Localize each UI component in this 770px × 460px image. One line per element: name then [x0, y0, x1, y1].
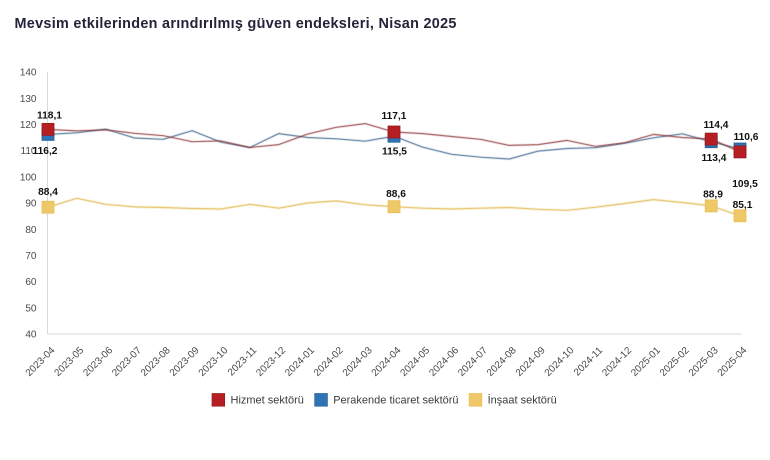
- svg-text:Perakende ticaret sektörü: Perakende ticaret sektörü: [333, 395, 458, 407]
- svg-text:140: 140: [20, 68, 37, 79]
- svg-text:110,6: 110,6: [734, 132, 759, 143]
- svg-text:114,4: 114,4: [704, 120, 729, 131]
- svg-text:85,1: 85,1: [733, 200, 753, 211]
- svg-text:İnşaat sektörü: İnşaat sektörü: [488, 394, 557, 407]
- svg-text:110: 110: [21, 146, 37, 157]
- svg-text:88,6: 88,6: [386, 189, 406, 200]
- svg-text:116,2: 116,2: [33, 146, 58, 157]
- svg-text:117,1: 117,1: [382, 111, 407, 122]
- svg-text:88,9: 88,9: [703, 190, 723, 201]
- svg-text:113,4: 113,4: [702, 153, 727, 164]
- svg-text:80: 80: [25, 225, 37, 236]
- svg-text:118,1: 118,1: [37, 111, 62, 122]
- svg-text:90: 90: [25, 199, 37, 210]
- svg-text:60: 60: [25, 277, 37, 288]
- svg-text:115,5: 115,5: [382, 147, 407, 158]
- svg-text:130: 130: [20, 94, 37, 105]
- svg-text:109,5: 109,5: [732, 179, 758, 190]
- svg-text:88,4: 88,4: [38, 187, 58, 198]
- svg-text:Mevsim etkilerinden arındırılm: Mevsim etkilerinden arındırılmış güven e…: [15, 16, 457, 32]
- svg-text:70: 70: [25, 251, 37, 262]
- svg-text:120: 120: [20, 120, 37, 131]
- svg-text:50: 50: [25, 303, 37, 314]
- svg-text:100: 100: [20, 172, 37, 183]
- svg-text:40: 40: [25, 330, 37, 341]
- svg-text:Hizmet sektörü: Hizmet sektörü: [231, 395, 304, 407]
